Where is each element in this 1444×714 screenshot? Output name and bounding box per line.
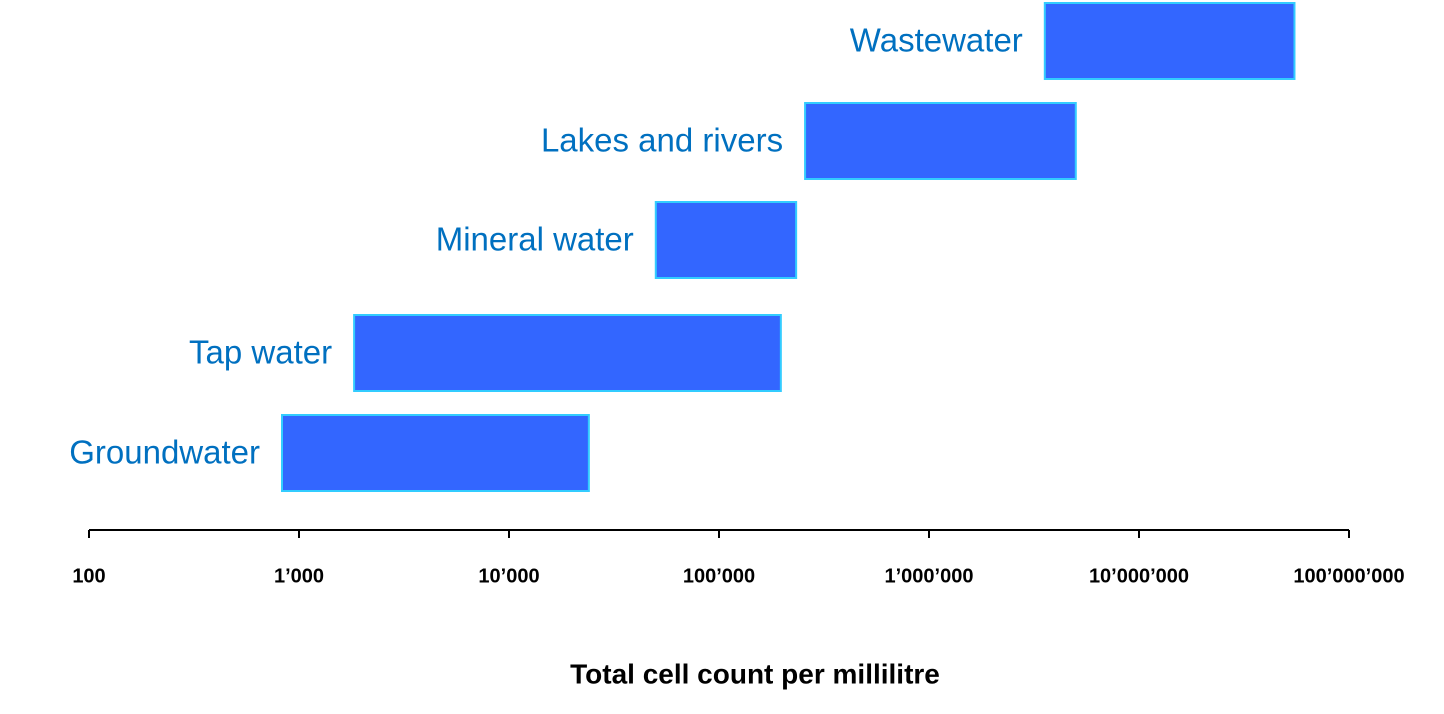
x-tick-label: 10’000’000	[1089, 565, 1189, 587]
category-label: Groundwater	[69, 434, 260, 471]
x-tick-label: 10’000	[478, 565, 539, 587]
x-tick-label: 1’000’000	[885, 565, 974, 587]
x-tick-label: 100	[72, 565, 105, 587]
category-label: Tap water	[189, 334, 332, 371]
category-label: Mineral water	[436, 221, 634, 258]
bar	[281, 414, 590, 492]
category-label: Lakes and rivers	[541, 122, 783, 159]
bar	[1043, 2, 1296, 80]
x-tick-label: 100’000	[683, 565, 755, 587]
bar	[654, 201, 798, 279]
x-axis-label: Total cell count per millilitre	[570, 658, 940, 689]
x-tick-label: 1’000	[274, 565, 324, 587]
category-label: Wastewater	[850, 22, 1023, 59]
bar	[804, 102, 1077, 180]
x-tick-label: 100’000’000	[1293, 565, 1404, 587]
bar	[353, 314, 782, 392]
